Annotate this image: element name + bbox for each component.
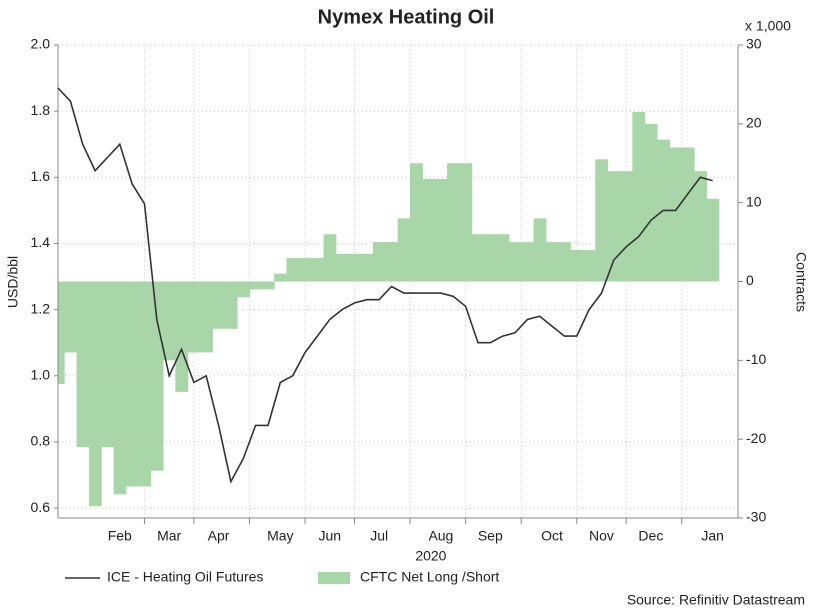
- area-step: [595, 159, 609, 282]
- y2-tick-label: 30: [746, 36, 762, 52]
- y2-tick-label: -30: [746, 509, 766, 525]
- area-step: [385, 242, 399, 282]
- area-step: [422, 179, 436, 282]
- y2-tick-label: 0: [746, 272, 754, 288]
- area-step: [694, 171, 707, 282]
- area-step: [138, 281, 152, 487]
- area-step: [706, 198, 720, 282]
- x-tick-label: Mar: [157, 528, 181, 544]
- area-step: [496, 234, 510, 282]
- area-step: [521, 242, 535, 282]
- area-step: [88, 281, 102, 507]
- x-tick-label: Jan: [701, 528, 724, 544]
- area-step: [76, 281, 90, 448]
- area-step: [372, 242, 386, 282]
- y-tick-label: 1.0: [31, 366, 51, 382]
- area-step: [348, 253, 362, 282]
- y-tick-label: 1.2: [31, 300, 51, 316]
- area-step: [261, 281, 275, 290]
- area-step: [484, 234, 497, 282]
- x-tick-label: Sep: [478, 528, 503, 544]
- legend-swatch: [318, 572, 350, 584]
- y-tick-label: 1.4: [31, 234, 51, 250]
- area-series: [58, 112, 720, 507]
- area-step: [644, 123, 658, 282]
- area-step: [212, 281, 226, 329]
- x-tick-label: Aug: [428, 528, 453, 544]
- area-step: [113, 281, 127, 495]
- area-step: [237, 281, 250, 298]
- area-step: [459, 163, 473, 282]
- y-tick-label: 0.8: [31, 433, 51, 449]
- area-step: [410, 163, 423, 282]
- area-step: [274, 273, 288, 282]
- area-step: [249, 281, 263, 290]
- area-step: [200, 281, 213, 353]
- area-step: [323, 234, 337, 282]
- area-step: [508, 242, 522, 282]
- y2-axis-label: Contracts: [793, 252, 809, 312]
- area-step: [620, 171, 633, 282]
- y2-tick-label: 20: [746, 115, 762, 131]
- legend-label: CFTC Net Long /Short: [360, 569, 499, 585]
- y-tick-label: 1.6: [31, 168, 51, 184]
- x-tick-label: Dec: [638, 528, 663, 544]
- y2-tick-label: -20: [746, 430, 766, 446]
- area-step: [681, 147, 695, 282]
- area-step: [360, 253, 374, 282]
- chart-title: Nymex Heating Oil: [318, 6, 495, 28]
- line-series: [57, 87, 713, 484]
- area-step: [533, 218, 547, 282]
- area-step: [101, 281, 115, 448]
- y-tick-label: 0.6: [31, 499, 51, 515]
- area-step: [58, 281, 65, 384]
- grid: [58, 44, 738, 518]
- area-step: [286, 257, 300, 282]
- area-step: [224, 281, 238, 329]
- x-tick-label: Nov: [589, 528, 614, 544]
- x-tick-label: May: [267, 528, 293, 544]
- area-step: [162, 281, 176, 361]
- area-step: [632, 112, 646, 282]
- area-step: [397, 218, 411, 282]
- area-step: [175, 281, 189, 392]
- area-step: [607, 171, 621, 282]
- area-step: [335, 253, 349, 282]
- y2-unit: x 1,000: [745, 18, 791, 34]
- area-step: [447, 163, 460, 282]
- area-step: [545, 242, 559, 282]
- x-tick-label: Jun: [318, 528, 341, 544]
- area-step: [471, 234, 485, 282]
- area-step: [311, 257, 325, 282]
- area-step: [582, 249, 596, 282]
- y-axis-label: USD/bbl: [5, 256, 21, 308]
- area-step: [64, 281, 78, 353]
- x-tick-label: Jul: [370, 528, 388, 544]
- area-step: [125, 281, 139, 487]
- legend-label: ICE - Heating Oil Futures: [107, 569, 263, 585]
- y-tick-label: 1.8: [31, 102, 51, 118]
- area-step: [434, 179, 448, 282]
- y-tick-label: 2.0: [31, 36, 51, 52]
- area-step: [150, 281, 164, 471]
- x-tick-label: Feb: [108, 528, 132, 544]
- x-axis-label: 2020: [415, 548, 446, 564]
- y2-tick-label: 10: [746, 193, 762, 209]
- x-tick-label: Oct: [541, 528, 563, 544]
- area-step: [558, 242, 572, 282]
- x-tick-label: Apr: [208, 528, 230, 544]
- source: Source: Refinitiv Datastream: [627, 592, 805, 608]
- y2-tick-label: -10: [746, 351, 766, 367]
- area-step: [187, 281, 201, 353]
- area-step: [669, 147, 683, 282]
